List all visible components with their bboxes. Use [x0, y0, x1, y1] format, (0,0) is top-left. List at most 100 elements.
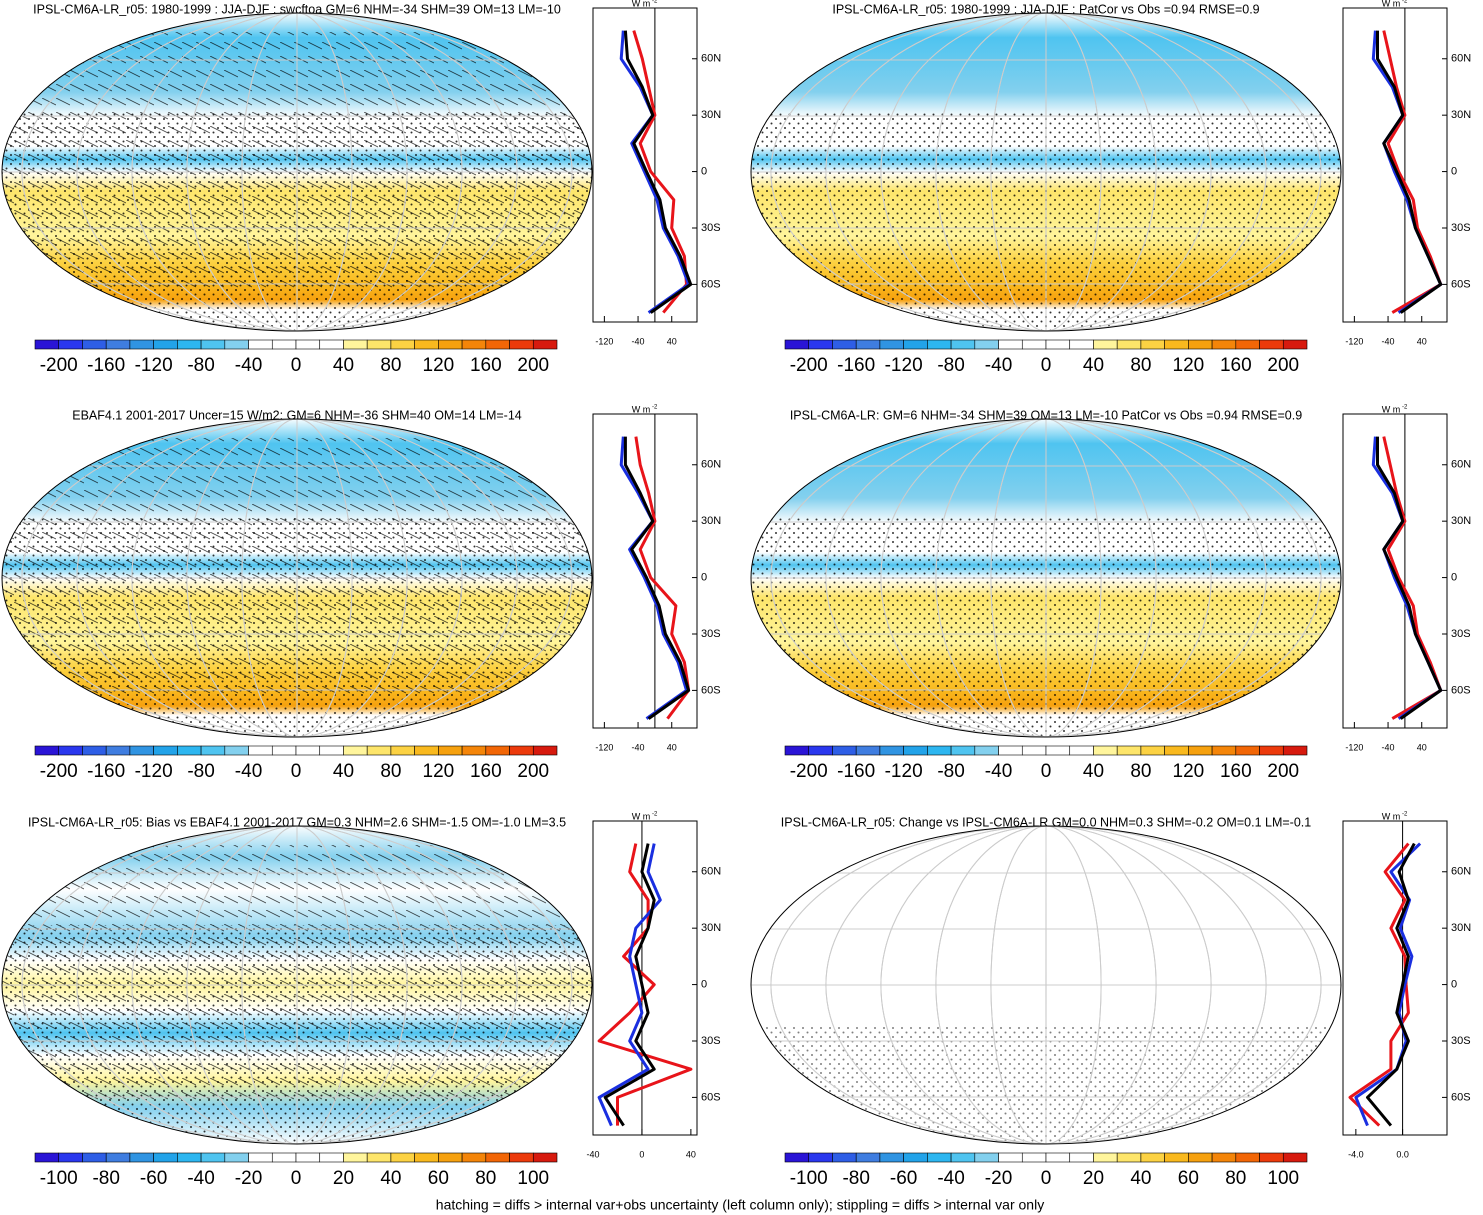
zonal-mean-line	[1382, 30, 1443, 314]
map-border	[750, 825, 1342, 1145]
y-tick-label: 30S	[1451, 628, 1471, 640]
colorbar-label: -40	[937, 1168, 964, 1189]
colorbar-box	[950, 1152, 976, 1163]
colorbar-box	[390, 745, 415, 756]
map-border	[750, 12, 1342, 332]
colorbar-box	[485, 745, 510, 756]
colorbar-box	[509, 339, 534, 350]
x-tick-label: 40	[1417, 336, 1427, 346]
unit-exponent: -2	[1402, 812, 1408, 818]
colorbar-box	[998, 745, 1023, 756]
y-tick-label: 30N	[701, 109, 721, 121]
colorbar-box	[1235, 339, 1260, 350]
colorbar-box	[1211, 339, 1237, 350]
colorbar-box	[1188, 745, 1213, 756]
colorbar-box	[34, 1152, 60, 1163]
colorbar-label: -100	[790, 1168, 828, 1189]
colorbar-box	[248, 745, 273, 756]
colorbar-box	[879, 339, 904, 350]
colorbar-box	[1211, 745, 1237, 756]
colorbar-box	[1116, 745, 1142, 756]
colorbar-box	[343, 1152, 368, 1163]
zonal-mean-line	[597, 843, 662, 1127]
zonal-frame	[592, 413, 698, 729]
x-tick-label: -40	[632, 742, 645, 752]
x-tick-label: 0	[639, 1149, 644, 1159]
colorbar-box	[82, 745, 107, 756]
colorbar-box	[1116, 1152, 1142, 1163]
colorbar-box	[82, 1152, 107, 1163]
colorbar-label: 160	[1220, 761, 1252, 782]
map-border	[1, 418, 593, 738]
panel-title: IPSL-CM6A-LR: GM=6 NHM=-34 SHM=39 OM=13 …	[790, 408, 1302, 422]
y-tick-label: 60N	[1451, 866, 1471, 878]
colorbar-label: -120	[135, 761, 173, 782]
colorbar-box	[248, 1152, 273, 1163]
panel-title: EBAF4.1 2001-2017 Uncer=15 W/m2: GM=6 NH…	[72, 408, 522, 422]
panel-title: IPSL-CM6A-LR_r05: Bias vs EBAF4.1 2001-2…	[28, 815, 566, 829]
colorbar-box	[532, 745, 558, 756]
zonal-mean-line	[1371, 436, 1443, 720]
colorbar-box	[295, 745, 321, 756]
colorbar-box	[58, 339, 83, 350]
x-tick-label: 40	[1417, 742, 1427, 752]
colorbar-box	[1211, 1152, 1237, 1163]
y-tick-label: 60S	[701, 1091, 721, 1103]
colorbar-box	[950, 339, 976, 350]
y-tick-label: 30S	[701, 628, 721, 640]
x-tick-label: 40	[667, 742, 677, 752]
colorbar-label: 80	[1130, 761, 1151, 782]
colorbar-box	[1093, 339, 1118, 350]
colorbar-box	[879, 1152, 904, 1163]
zonal-mean-line	[1366, 842, 1416, 1127]
y-tick-label: 30N	[1451, 922, 1471, 934]
colorbar-label: -40	[235, 355, 262, 376]
colorbar-box	[414, 745, 439, 756]
colorbar-box	[1164, 1152, 1189, 1163]
colorbar-label: 100	[517, 1168, 549, 1189]
colorbar-box	[153, 1152, 178, 1163]
colorbar-box	[784, 1152, 810, 1163]
x-tick-label: 40	[667, 336, 677, 346]
y-tick-label: 0	[701, 165, 707, 177]
colorbar-box	[808, 1152, 833, 1163]
colorbar-box	[832, 1152, 857, 1163]
zonal-frame	[592, 7, 698, 323]
colorbar-box	[319, 745, 344, 756]
colorbar-box	[390, 339, 415, 350]
colorbar-box	[1140, 1152, 1165, 1163]
colorbar-box	[105, 1152, 131, 1163]
colorbar-box	[485, 1152, 510, 1163]
map-border	[750, 418, 1342, 738]
zonal-mean-line	[623, 436, 691, 720]
colorbar-box	[832, 745, 857, 756]
colorbar-label: 0	[1041, 1168, 1052, 1189]
colorbar-box	[224, 745, 249, 756]
y-tick-label: 30N	[701, 922, 721, 934]
colorbar-box	[1093, 745, 1118, 756]
colorbar-box	[438, 1152, 463, 1163]
colorbar-label: -160	[87, 355, 125, 376]
colorbar-box	[1021, 339, 1047, 350]
colorbar-box	[1259, 339, 1284, 350]
y-tick-label: 60N	[701, 866, 721, 878]
colorbar-box	[129, 745, 154, 756]
x-tick-label: -120	[1345, 742, 1363, 752]
colorbar-label: 40	[333, 355, 354, 376]
colorbar-box	[998, 339, 1023, 350]
colorbar-box	[319, 339, 344, 350]
y-tick-label: 30N	[1451, 515, 1471, 527]
y-tick-label: 30S	[1451, 1035, 1471, 1047]
colorbar-box	[998, 1152, 1023, 1163]
colorbar-label: 40	[1083, 761, 1104, 782]
colorbar-box	[1116, 339, 1142, 350]
colorbar-box	[927, 1152, 952, 1163]
x-tick-label: -120	[595, 742, 613, 752]
colorbar-box	[927, 339, 952, 350]
colorbar-label: -160	[87, 761, 125, 782]
colorbar-box	[343, 745, 368, 756]
colorbar-label: -40	[985, 761, 1012, 782]
colorbar-box	[271, 745, 297, 756]
colorbar-label: 200	[517, 355, 549, 376]
